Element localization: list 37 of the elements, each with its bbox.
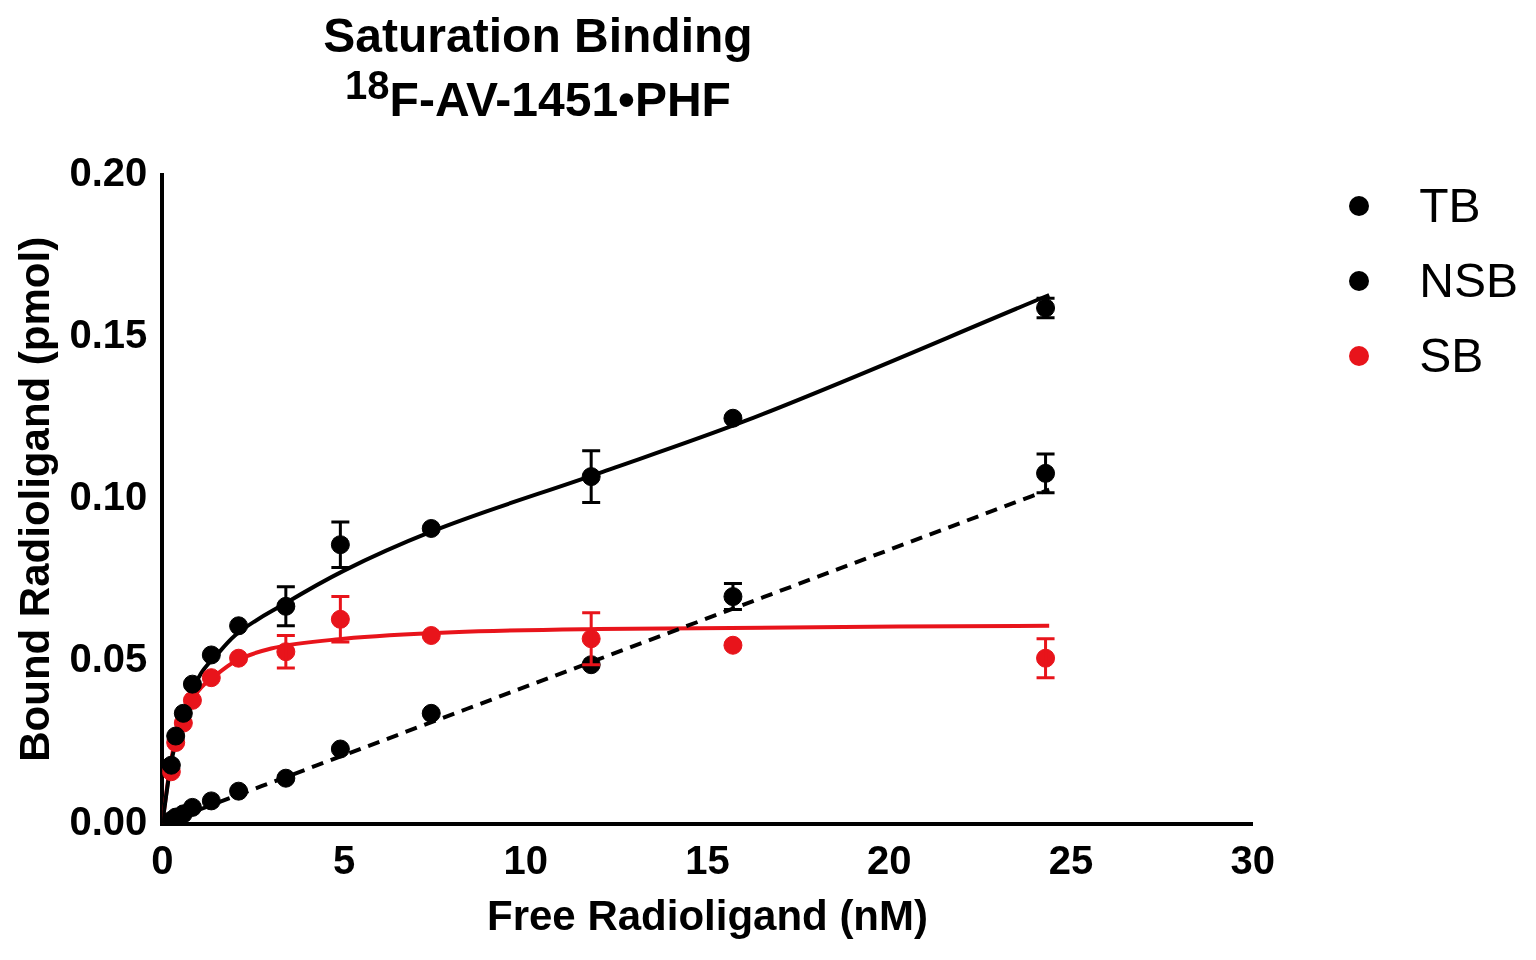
- point: [229, 648, 249, 668]
- point: [723, 408, 743, 428]
- point: [162, 755, 181, 775]
- point: [229, 781, 249, 801]
- point: [182, 797, 202, 817]
- y-tick-label: 0.10: [69, 474, 148, 519]
- legend-label: NSB: [1419, 253, 1518, 308]
- point: [166, 726, 186, 746]
- legend-label: TB: [1419, 178, 1481, 233]
- point: [330, 739, 350, 759]
- point: [173, 703, 193, 723]
- point: [201, 791, 221, 811]
- x-tick-label: 10: [503, 837, 548, 882]
- point: [229, 616, 249, 636]
- point: [421, 626, 441, 646]
- y-axis-title: Bound Radioligand (pmol): [10, 236, 58, 762]
- legend-label: SB: [1419, 328, 1484, 383]
- point: [421, 703, 441, 723]
- point: [723, 635, 743, 655]
- x-tick-label: 0: [151, 837, 174, 882]
- point: [421, 518, 441, 538]
- chart-title: Saturation Binding: [322, 8, 754, 63]
- y-tick-label: 0.00: [69, 798, 148, 843]
- point: [201, 645, 221, 665]
- x-tick-label: 30: [1230, 837, 1275, 882]
- y-tick-label: 0.05: [69, 636, 148, 681]
- x-tick-label: 15: [685, 837, 730, 882]
- point: [201, 668, 221, 688]
- x-tick-label: 25: [1048, 837, 1094, 882]
- point: [182, 674, 202, 694]
- x-tick-label: 5: [332, 837, 356, 882]
- point: [276, 768, 296, 788]
- y-tick-label: 0.15: [69, 312, 148, 357]
- x-tick-label: 20: [867, 837, 912, 882]
- chart-subtitle: $^{18}$F-AV-1451•PHF: [344, 63, 732, 127]
- x-axis-title: Free Radioligand (nM): [487, 892, 928, 940]
- y-tick-label: 0.20: [69, 150, 148, 195]
